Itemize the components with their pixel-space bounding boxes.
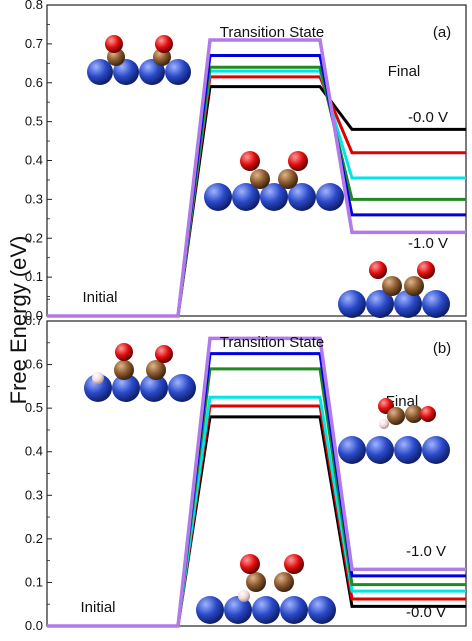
- y-tick-label: 0.1: [25, 574, 43, 589]
- molecule-surface-illustration: [338, 261, 450, 318]
- y-tick-label: 0.4: [25, 444, 43, 459]
- molecule-surface-illustration: [84, 343, 196, 402]
- panel-label: (b): [433, 340, 451, 357]
- y-tick-label: 0.8: [25, 0, 43, 12]
- series-line: [47, 336, 466, 628]
- y-tick-label: 0.7: [25, 36, 43, 51]
- y-tick-label: 0.5: [25, 400, 43, 415]
- y-tick-label: 0.0: [25, 618, 43, 633]
- y-tick-label: 0.6: [25, 75, 43, 90]
- y-tick-label: 0.6: [25, 357, 43, 372]
- annotation-voltage-bottom: -1.0 V: [408, 235, 448, 252]
- molecule-surface-illustration: [338, 398, 450, 464]
- annotation-voltage-top: -0.0 V: [408, 109, 448, 126]
- series-line: [47, 38, 466, 318]
- annotation-initial: Initial: [82, 289, 117, 306]
- y-tick-label: 0.0: [25, 308, 43, 323]
- y-tick-label: 0.5: [25, 114, 43, 129]
- y-tick-label: 0.7: [25, 313, 43, 328]
- y-tick-label: 0.4: [25, 153, 43, 168]
- y-tick-label: 0.1: [25, 269, 43, 284]
- annotation-transition-state: Transition State: [220, 24, 325, 41]
- y-tick-label: 0.2: [25, 531, 43, 546]
- y-tick-label: 0.2: [25, 230, 43, 245]
- annotation-final: Final: [388, 63, 421, 80]
- y-axis-label: Free Energy (eV): [6, 236, 31, 405]
- annotation-voltage-top: -1.0 V: [406, 543, 446, 560]
- y-tick-label: 0.3: [25, 487, 43, 502]
- molecule-surface-illustration: [204, 151, 344, 211]
- molecule-surface-illustration: [87, 35, 191, 85]
- panel-b: 0.0 0.1 0.2 0.3 0.4 0.5 0.6 0.7 Transition State…: [25, 298, 467, 633]
- annotation-transition-state: Transition State: [220, 334, 325, 351]
- panel-label: (a): [433, 24, 451, 41]
- annotation-voltage-bottom: -0.0 V: [406, 604, 446, 621]
- panel-a: 0.0 0.1 0.2 0.3 0.4 0.5 0.6 0.7 0.8 Transition St…: [25, 0, 467, 323]
- y-tick-label: 0.3: [25, 191, 43, 206]
- molecule-surface-illustration: [196, 554, 336, 624]
- annotation-initial: Initial: [80, 599, 115, 616]
